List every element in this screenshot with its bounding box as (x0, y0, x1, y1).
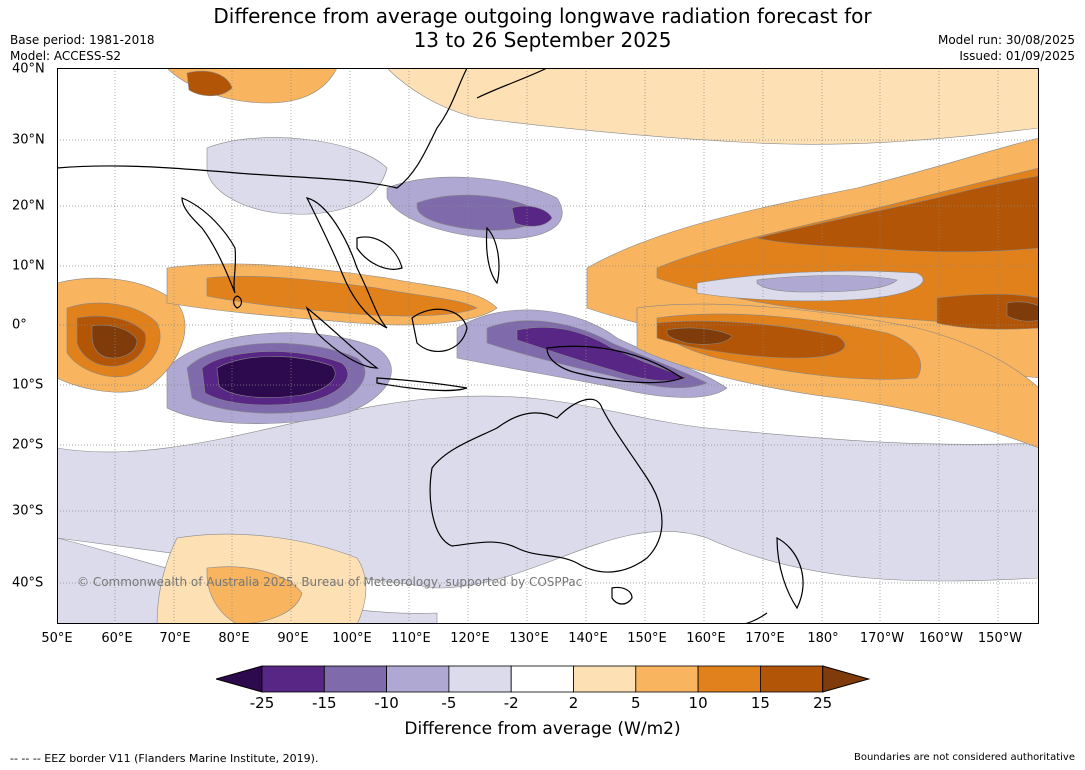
colorbar-tick-label: -25 (249, 694, 275, 712)
colorbar-tick-label: 5 (631, 694, 641, 712)
lon-label: 170°E (745, 631, 785, 646)
colorbar-tick-label: 2 (568, 694, 579, 712)
lon-label: 70°E (159, 631, 191, 646)
copyright-text: © Commonwealth of Australia 2025, Bureau… (77, 575, 582, 589)
colorbar-swatch (261, 665, 325, 693)
model-name: Model: ACCESS-S2 (10, 49, 122, 63)
title-line1: Difference from average outgoing longwav… (213, 4, 872, 28)
anomaly-map: © Commonwealth of Australia 2025, Bureau… (57, 68, 1039, 624)
colorbar-swatch (323, 665, 388, 693)
lat-label: 40°N (12, 61, 45, 77)
lat-label: 20°N (12, 198, 45, 214)
colorbar-title: Difference from average (W/m2) (404, 719, 681, 739)
lon-label: 150°W (977, 631, 1023, 646)
colorbar-swatch (448, 665, 512, 693)
colorbar-extend-low (216, 665, 263, 693)
footer-disclaimer: Boundaries are not considered authoritat… (853, 752, 1075, 763)
lon-label: 130°E (509, 631, 549, 646)
lon-label: 90°E (277, 631, 309, 646)
colorbar-tick-label: -2 (503, 694, 519, 712)
colorbar-tick-label: 25 (813, 694, 833, 712)
colorbar-tick-label: 15 (750, 694, 770, 712)
chart-title: Difference from average outgoing longwav… (0, 4, 1085, 52)
footer-eez-note: -- -- -- EEZ border V11 (Flanders Marine… (10, 752, 319, 765)
lat-label: 10°N (12, 258, 45, 274)
lon-label: 150°E (627, 631, 667, 646)
colorbar-tick-label: -10 (374, 694, 399, 712)
lon-label: 50°E (41, 631, 73, 646)
colorbar-extend-high (822, 665, 870, 693)
colorbar-tick-label: 10 (688, 694, 708, 712)
colorbar-swatch (635, 665, 699, 693)
colorbar-swatch (573, 665, 637, 693)
colorbar-swatch (697, 665, 761, 693)
lon-label: 110°E (391, 631, 431, 646)
colorbar-swatch (760, 665, 824, 693)
lat-label: 40°S (12, 575, 44, 591)
map-frame (57, 68, 1039, 624)
lon-label: 160°E (686, 631, 726, 646)
meta-left: Base period: 1981-2018 Model: ACCESS-S2 (10, 32, 155, 64)
lat-label: 10°S (12, 377, 44, 393)
anomaly-shading (57, 68, 1039, 624)
issued-date: Issued: 01/09/2025 (959, 49, 1075, 63)
lon-label: 60°E (101, 631, 133, 646)
lon-label: 160°W (918, 631, 964, 646)
colorbar-swatch (386, 665, 450, 693)
lon-label: 120°E (450, 631, 490, 646)
lat-label: 30°S (12, 503, 44, 519)
lon-label: 180° (807, 631, 839, 646)
colorbar-tick-label: -15 (312, 694, 337, 712)
meta-right: Model run: 30/08/2025 Issued: 01/09/2025 (938, 32, 1075, 64)
colorbar (216, 665, 870, 693)
lon-label: 80°E (218, 631, 250, 646)
lat-label: 20°S (12, 437, 44, 453)
lon-label: 100°E (332, 631, 372, 646)
colorbar-swatch (510, 665, 574, 693)
lat-label: 30°N (12, 132, 45, 148)
colorbar-tick-label: -5 (441, 694, 457, 712)
title-line2: 13 to 26 September 2025 (413, 28, 672, 52)
lon-label: 140°E (568, 631, 608, 646)
lat-label: 0° (12, 317, 27, 333)
base-period: Base period: 1981-2018 (10, 33, 155, 47)
model-run: Model run: 30/08/2025 (937, 33, 1075, 47)
coastlines (57, 68, 804, 624)
lon-label: 170°W (859, 631, 905, 646)
